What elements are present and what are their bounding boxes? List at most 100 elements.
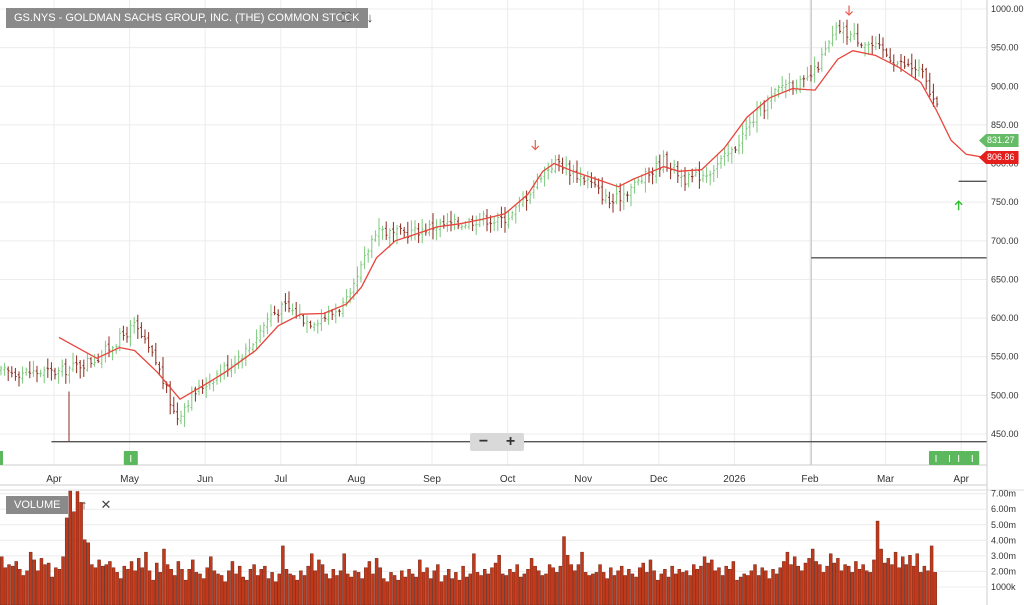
volume-bar <box>688 575 692 605</box>
volume-bar <box>443 575 447 605</box>
arrow-down-icon[interactable]: ↓ <box>366 10 374 25</box>
volume-bar <box>374 558 379 605</box>
volume-bar <box>270 572 274 605</box>
y-tick-label: 550.00 <box>991 352 1019 362</box>
volume-tick-label: 5.00m <box>991 520 1016 530</box>
sell-signal-arrow[interactable] <box>531 140 540 151</box>
volume-bar <box>785 551 790 605</box>
volume-bar <box>335 575 339 605</box>
volume-bar <box>562 536 566 605</box>
volume-bar <box>165 564 170 605</box>
volume-bar <box>3 567 8 605</box>
sell-signal-arrow[interactable] <box>845 5 853 16</box>
volume-bar <box>713 570 718 605</box>
volume-bar <box>14 561 18 605</box>
volume-bar <box>310 553 314 605</box>
y-tick-label: 700.00 <box>991 236 1019 246</box>
buy-signal-arrow[interactable] <box>954 200 963 211</box>
volume-bar <box>468 573 473 605</box>
volume-bar <box>237 565 242 605</box>
volume-bar <box>915 553 919 605</box>
volume-bar <box>800 570 804 605</box>
volume-bar <box>778 567 782 605</box>
volume-bar <box>728 569 732 605</box>
volume-bar <box>313 570 318 605</box>
volume-bar <box>129 561 134 605</box>
volume-bar <box>68 490 72 605</box>
volume-bar <box>558 565 563 605</box>
volume-bar <box>299 570 303 605</box>
volume-bar <box>569 564 573 605</box>
volume-bar <box>504 575 509 605</box>
x-tick-label: Aug <box>348 474 366 485</box>
volume-bar <box>331 569 336 605</box>
volume-bar <box>573 570 577 605</box>
volume-bar <box>93 567 98 605</box>
volume-bar <box>789 564 793 605</box>
expand-icon[interactable]: ⛶ <box>341 10 351 25</box>
svg-text:I: I <box>948 454 951 465</box>
volume-bar <box>544 573 548 605</box>
volume-bar <box>908 555 912 605</box>
volume-bar <box>828 553 833 605</box>
volume-bar <box>511 572 516 605</box>
x-tick-label: Dec <box>650 474 668 485</box>
volume-bar <box>277 573 281 605</box>
volume-bar <box>371 573 375 605</box>
volume-bar <box>219 575 224 605</box>
arrow-up-icon[interactable]: ↑ <box>80 497 88 512</box>
volume-bar <box>101 565 105 605</box>
zoom-in-button[interactable]: + <box>505 433 516 450</box>
event-badge[interactable]: I <box>951 451 966 465</box>
volume-bar <box>50 576 54 605</box>
x-tick-label: Mar <box>877 474 895 485</box>
volume-bar <box>281 545 285 605</box>
volume-bar <box>753 564 757 605</box>
volume-bar <box>0 556 4 605</box>
volume-bar <box>724 565 728 605</box>
volume-bar <box>111 567 116 605</box>
volume-bar <box>302 575 307 605</box>
volume-tick-label: 1000k <box>991 582 1016 592</box>
volume-bar <box>328 578 332 605</box>
volume-bar <box>497 555 501 605</box>
volume-bar <box>746 575 750 605</box>
volume-bar <box>64 517 69 605</box>
zoom-out-button[interactable]: − <box>478 433 489 450</box>
volume-bar <box>144 551 148 605</box>
event-badge[interactable]: I <box>965 451 980 465</box>
volume-bar <box>162 548 166 605</box>
volume-bar <box>850 572 855 605</box>
volume-bar <box>428 578 433 605</box>
volume-bar <box>450 578 454 605</box>
volume-bar <box>115 572 119 605</box>
volume-bar <box>263 565 267 605</box>
volume-bar <box>616 570 620 605</box>
volume-bar <box>191 559 195 605</box>
volume-bar <box>526 569 530 605</box>
volume-bar <box>547 564 552 605</box>
volume-bar <box>396 579 400 605</box>
volume-bar <box>522 573 527 605</box>
volume-bar <box>54 567 58 605</box>
volume-bar <box>796 565 800 605</box>
close-icon[interactable]: ✕ <box>100 497 112 512</box>
volume-bar <box>223 581 227 605</box>
volume-bar <box>360 578 364 605</box>
volume-bar <box>886 558 891 605</box>
volume-bar <box>133 570 137 605</box>
volume-bar <box>756 575 761 605</box>
chart-title[interactable]: GS.NYS - GOLDMAN SACHS GROUP, INC. (THE)… <box>6 8 368 28</box>
volume-bar <box>43 564 47 605</box>
volume-bar <box>926 570 930 605</box>
volume-bar <box>320 564 325 605</box>
volume-bar <box>868 572 873 605</box>
event-badge[interactable]: I <box>123 451 138 465</box>
volume-bar <box>346 573 350 605</box>
volume-bar <box>425 567 429 605</box>
volume-bar <box>284 569 289 605</box>
volume-bar <box>922 565 927 605</box>
event-badge[interactable]: I <box>928 451 943 465</box>
